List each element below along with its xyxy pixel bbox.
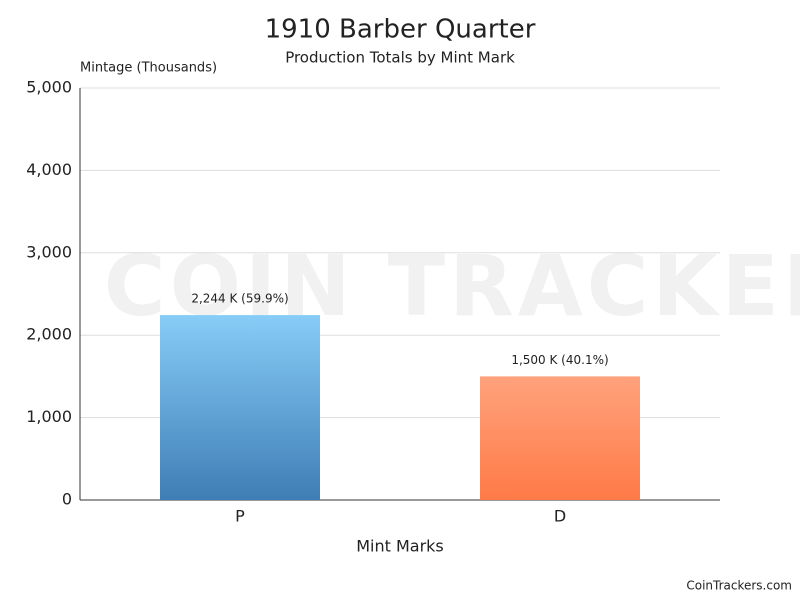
data-label: 2,244 K (59.9%) — [191, 292, 288, 306]
y-axis-label: Mintage (Thousands) — [80, 61, 217, 76]
y-tick-label: 2,000 — [26, 325, 72, 344]
y-tick-label: 0 — [62, 490, 72, 509]
x-tick-label: P — [235, 507, 245, 526]
y-tick-label: 3,000 — [26, 242, 72, 261]
bar — [160, 315, 320, 500]
bar — [480, 376, 640, 500]
credit: CoinTrackers.com — [686, 579, 792, 593]
chart-subtitle: Production Totals by Mint Mark — [285, 49, 515, 67]
y-tick-label: 1,000 — [26, 407, 72, 426]
y-tick-label: 4,000 — [26, 160, 72, 179]
chart-title: 1910 Barber Quarter — [265, 15, 536, 45]
x-tick-label: D — [554, 507, 566, 526]
data-label: 1,500 K (40.1%) — [511, 353, 608, 367]
x-axis-label: Mint Marks — [356, 537, 444, 556]
y-tick-label: 5,000 — [26, 78, 72, 97]
